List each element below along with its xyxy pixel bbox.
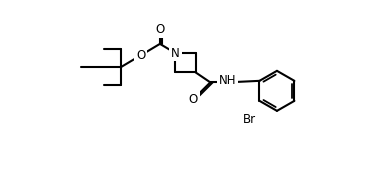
- Text: O: O: [136, 49, 145, 62]
- Text: N: N: [171, 47, 180, 60]
- Text: O: O: [155, 23, 164, 36]
- Text: NH: NH: [219, 74, 236, 86]
- Text: O: O: [189, 93, 198, 106]
- Text: Br: Br: [243, 113, 256, 126]
